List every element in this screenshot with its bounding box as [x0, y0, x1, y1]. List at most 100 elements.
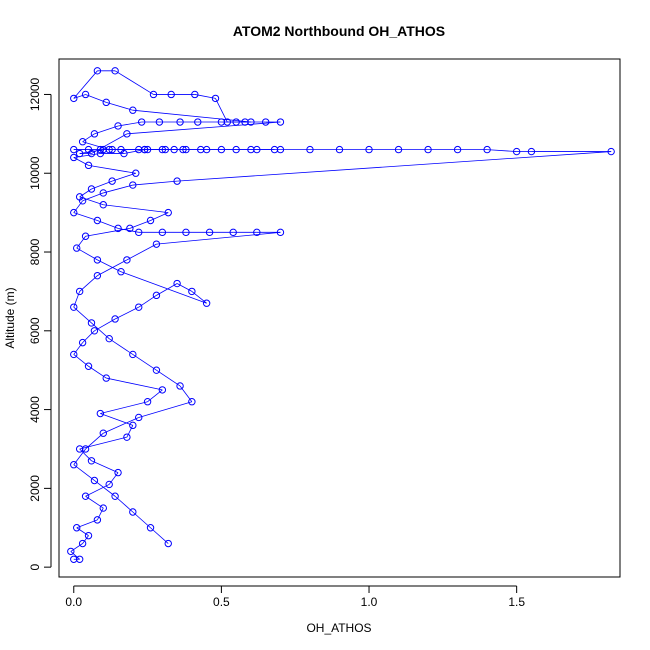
series-layer: [67, 67, 615, 563]
data-point: [105, 480, 113, 489]
data-point: [123, 130, 131, 138]
series-segment: [103, 204, 169, 214]
series-segment: [106, 377, 163, 391]
series-segment: [120, 271, 207, 304]
data-point: [93, 516, 102, 524]
series-segment: [126, 121, 281, 135]
y-axis-label: Altitude (m): [3, 287, 17, 348]
data-point: [135, 413, 143, 422]
series-segment: [132, 511, 151, 529]
series-segment: [150, 527, 169, 544]
series-segment: [114, 70, 154, 95]
data-point: [129, 421, 137, 430]
series-segment: [215, 98, 228, 123]
data-point: [78, 338, 87, 347]
data-point: [129, 181, 137, 189]
data-point: [84, 362, 93, 370]
data-point: [114, 224, 122, 233]
series-segment: [94, 125, 119, 135]
data-point: [217, 145, 226, 154]
data-point: [173, 279, 181, 288]
data-point: [111, 492, 119, 500]
series-segment: [70, 551, 80, 560]
series-segment: [177, 151, 612, 182]
series-segment: [97, 259, 128, 277]
series-segment: [138, 401, 192, 418]
data-point: [158, 386, 167, 394]
data-point: [108, 145, 116, 154]
series-segment: [85, 484, 110, 497]
data-point: [123, 433, 131, 441]
series-segment: [73, 342, 83, 355]
data-point: [152, 291, 161, 300]
series-segment: [85, 227, 130, 237]
series-segment: [82, 141, 110, 150]
data-point: [179, 145, 187, 154]
series-segment: [126, 243, 157, 261]
data-point: [70, 94, 78, 103]
data-point: [102, 374, 110, 382]
data-point: [117, 145, 125, 154]
series-segment: [91, 460, 119, 473]
data-point: [241, 118, 249, 126]
data-point: [81, 232, 90, 240]
series-segment: [91, 322, 110, 339]
data-point: [149, 90, 158, 99]
data-point: [75, 555, 84, 563]
data-point: [70, 145, 78, 154]
series-segment: [88, 164, 136, 174]
data-point: [132, 169, 140, 177]
data-point: [276, 145, 285, 154]
data-point: [188, 398, 196, 406]
data-point: [84, 161, 93, 170]
data-point: [78, 197, 87, 205]
data-point: [483, 145, 491, 154]
data-point: [70, 208, 78, 217]
data-point: [146, 216, 155, 225]
data-point: [176, 382, 184, 390]
data-point: [126, 224, 134, 233]
series-segment: [79, 448, 92, 462]
series-segment: [73, 212, 98, 221]
data-point: [164, 208, 172, 217]
data-point: [197, 145, 205, 154]
data-point: [146, 524, 155, 532]
series-segment: [82, 330, 95, 343]
data-point: [161, 145, 169, 154]
series-segment: [82, 133, 95, 143]
series-segment: [94, 480, 116, 497]
data-point: [152, 366, 161, 374]
data-point: [93, 216, 102, 225]
data-point: [158, 145, 167, 154]
series-segment: [79, 188, 92, 198]
data-point: [607, 147, 615, 156]
data-point: [70, 350, 78, 359]
data-point: [102, 98, 110, 107]
series-segment: [132, 354, 157, 371]
data-point: [114, 468, 122, 477]
data-point: [75, 287, 84, 296]
data-point: [117, 268, 125, 276]
data-point: [99, 145, 107, 154]
data-point: [90, 130, 99, 138]
data-point: [261, 118, 270, 126]
series-segment: [73, 306, 92, 324]
series-segment: [76, 527, 89, 536]
data-point: [81, 492, 90, 500]
data-point: [205, 228, 214, 237]
series-segment: [114, 495, 134, 513]
data-point: [67, 547, 75, 556]
data-point: [90, 327, 99, 335]
data-point: [424, 145, 432, 154]
data-point: [365, 145, 373, 154]
y-tick-label: 4000: [28, 396, 42, 423]
data-point: [527, 147, 536, 156]
x-tick-label: 0.0: [65, 595, 82, 609]
series-segment: [132, 109, 251, 123]
data-point: [276, 118, 285, 126]
x-tick-label: 0.5: [213, 595, 230, 609]
series-segment: [73, 200, 83, 213]
data-point: [188, 287, 196, 296]
data-point: [111, 67, 119, 75]
